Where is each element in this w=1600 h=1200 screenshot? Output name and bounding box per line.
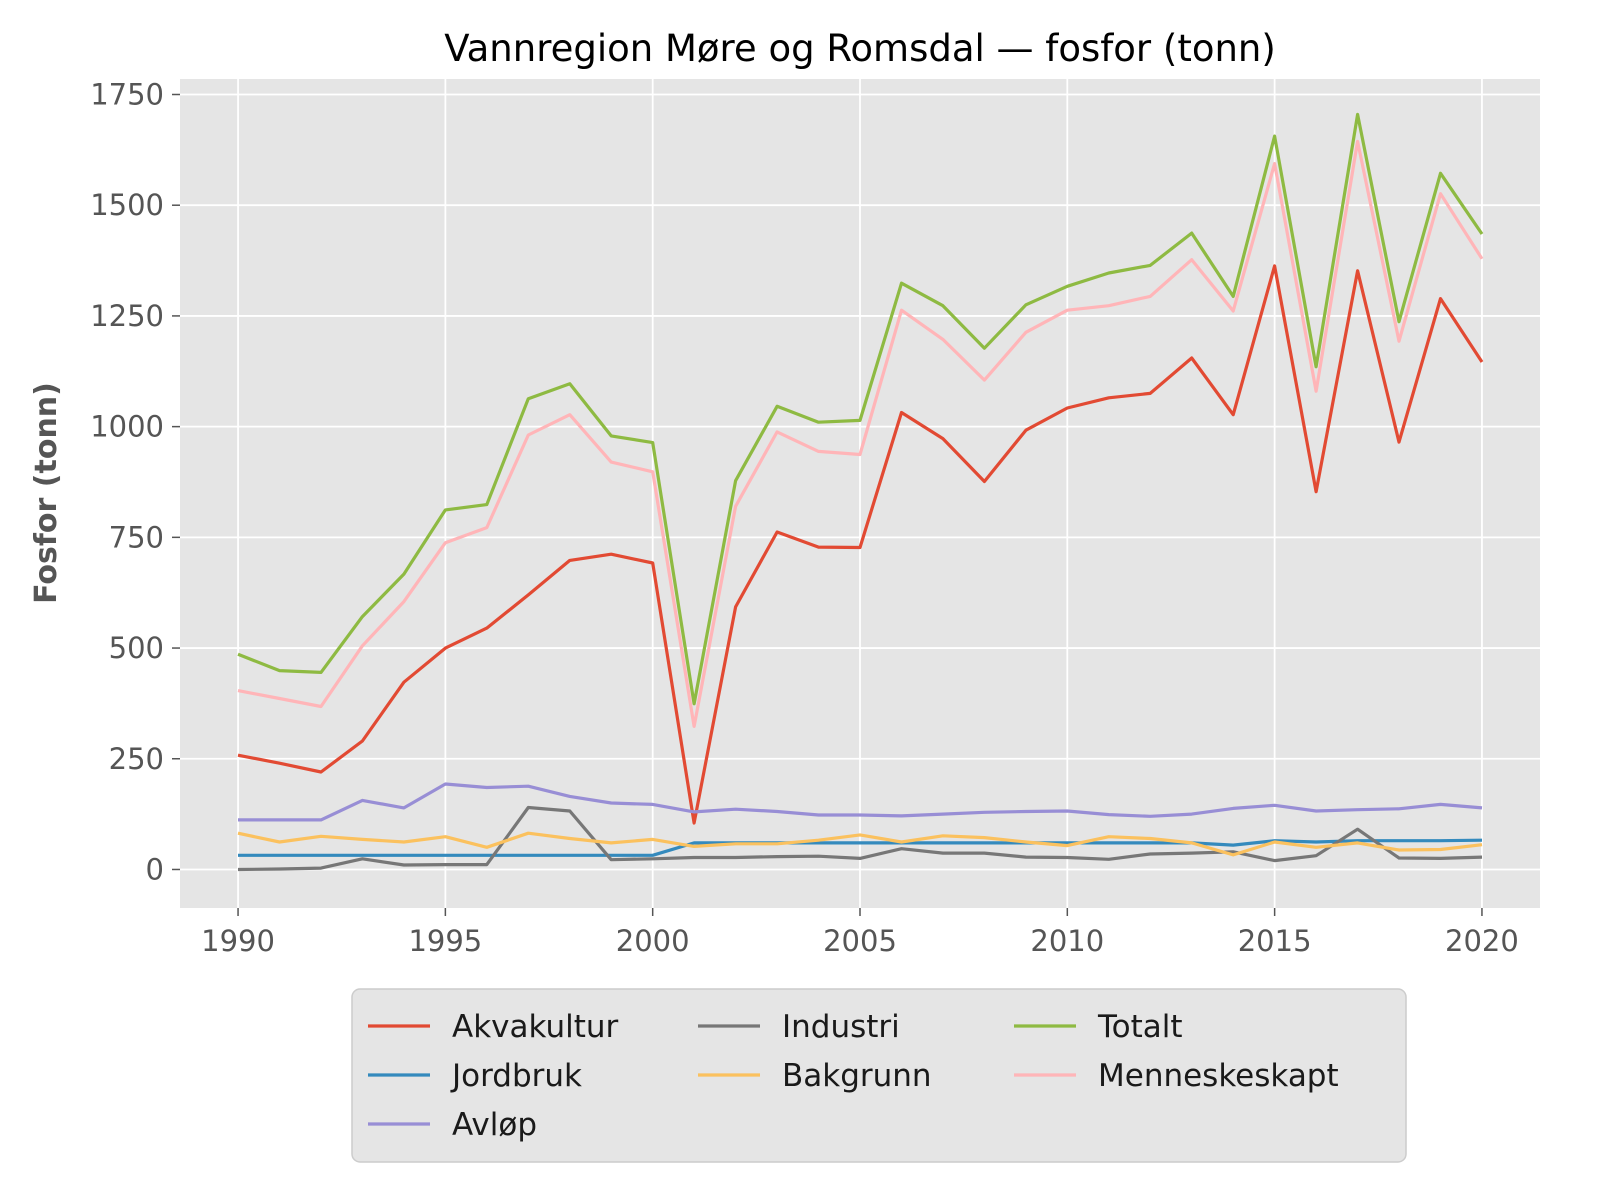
legend-label: Menneskeskapt (1098, 1058, 1339, 1094)
series-line-menneskeskapt (237, 139, 1484, 729)
x-tick-label: 2020 (1445, 924, 1519, 958)
legend-label: Totalt (1097, 1009, 1183, 1045)
y-tick-label: 1750 (90, 77, 164, 111)
y-tick-label: 0 (146, 852, 164, 886)
series-line-bakgrunn (237, 831, 1483, 857)
y-tick-label: 250 (109, 742, 164, 776)
y-tick-label: 1500 (90, 188, 164, 222)
x-tick-label: 2010 (1030, 924, 1104, 958)
series-line-totalt (237, 112, 1484, 706)
legend: Akvakultur Jordbruk Avløp Industri Bakgrunn T… (351, 988, 1407, 1163)
series-line-avløp (238, 782, 1483, 822)
x-tick-label: 1990 (201, 924, 275, 958)
series-line-akvakultur (237, 264, 1484, 825)
x-tick-label: 2015 (1238, 924, 1312, 958)
y-tick-label: 1250 (90, 299, 164, 333)
legend-label: Bakgrunn (782, 1058, 932, 1094)
y-axis: 0 250 500 750 1000 1250 1500 1750 (90, 77, 180, 886)
y-tick-label: 500 (109, 631, 164, 665)
y-axis-label: Fosfor (tonn) (29, 382, 64, 604)
x-tick-label: 2000 (616, 924, 690, 958)
legend-frame (351, 988, 1407, 1163)
y-tick-label: 750 (109, 520, 164, 554)
x-axis: 1990 1995 2000 2005 2010 2015 2020 (201, 908, 1519, 958)
legend-label: Avløp (452, 1107, 537, 1143)
chart-title: Vannregion Møre og Romsdal — fosfor (ton… (444, 27, 1276, 70)
series-line-industri (237, 805, 1483, 872)
legend-label: Akvakultur (452, 1009, 619, 1045)
x-tick-label: 2005 (823, 924, 897, 958)
y-tick-label: 1000 (90, 410, 164, 444)
series-lines (237, 112, 1484, 872)
legend-label: Industri (782, 1009, 900, 1045)
legend-label: Jordbruk (450, 1058, 582, 1094)
grid (180, 79, 1540, 908)
x-tick-label: 1995 (408, 924, 482, 958)
